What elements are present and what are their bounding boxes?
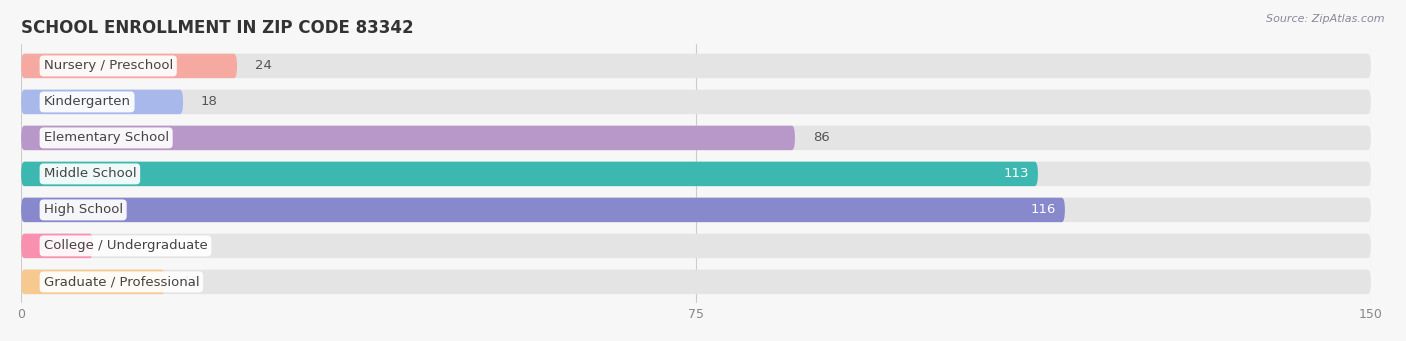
FancyBboxPatch shape [21, 198, 1064, 222]
FancyBboxPatch shape [21, 162, 1371, 186]
FancyBboxPatch shape [21, 54, 238, 78]
Text: 86: 86 [813, 131, 830, 145]
Text: 18: 18 [201, 95, 218, 108]
FancyBboxPatch shape [21, 54, 1371, 78]
Text: High School: High School [44, 203, 122, 217]
FancyBboxPatch shape [21, 198, 1371, 222]
FancyBboxPatch shape [21, 126, 1371, 150]
Text: 8: 8 [111, 239, 120, 252]
Text: 113: 113 [1004, 167, 1029, 180]
Text: 116: 116 [1031, 203, 1056, 217]
FancyBboxPatch shape [21, 234, 1371, 258]
Text: 24: 24 [254, 59, 271, 72]
FancyBboxPatch shape [21, 234, 93, 258]
Text: Elementary School: Elementary School [44, 131, 169, 145]
FancyBboxPatch shape [21, 270, 165, 294]
Text: 16: 16 [183, 276, 200, 288]
Text: Source: ZipAtlas.com: Source: ZipAtlas.com [1267, 14, 1385, 24]
Text: Kindergarten: Kindergarten [44, 95, 131, 108]
FancyBboxPatch shape [21, 126, 794, 150]
FancyBboxPatch shape [21, 162, 1038, 186]
FancyBboxPatch shape [21, 270, 1371, 294]
FancyBboxPatch shape [21, 90, 183, 114]
Text: Nursery / Preschool: Nursery / Preschool [44, 59, 173, 72]
Text: SCHOOL ENROLLMENT IN ZIP CODE 83342: SCHOOL ENROLLMENT IN ZIP CODE 83342 [21, 19, 413, 37]
FancyBboxPatch shape [21, 90, 1371, 114]
Text: Graduate / Professional: Graduate / Professional [44, 276, 200, 288]
Text: College / Undergraduate: College / Undergraduate [44, 239, 207, 252]
Text: Middle School: Middle School [44, 167, 136, 180]
